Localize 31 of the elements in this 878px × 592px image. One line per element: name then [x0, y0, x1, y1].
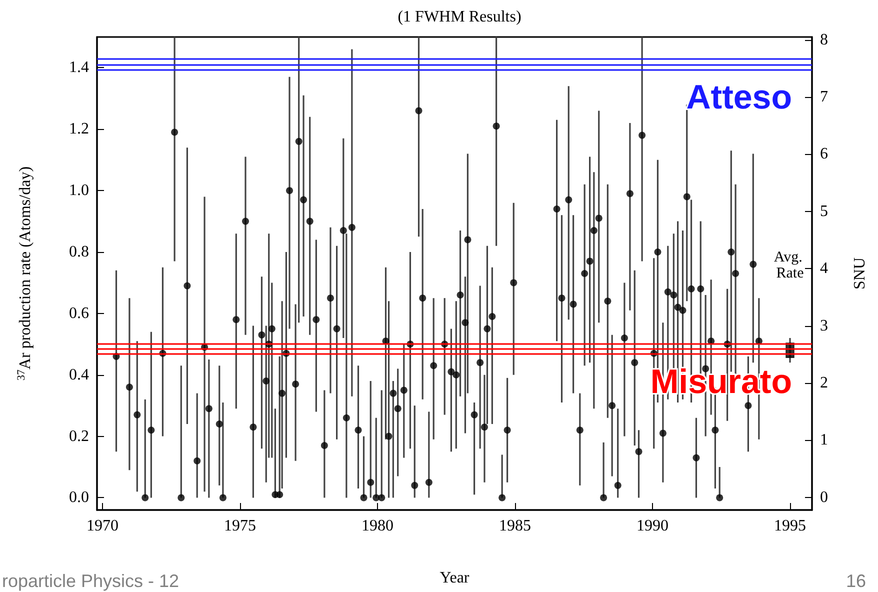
y2-tick-label: 5 [820, 202, 828, 220]
y-tick-label: 0.0 [69, 489, 89, 506]
y2-tick-label: 2 [820, 374, 828, 392]
annotation: Avg. Rate [774, 249, 806, 282]
y2-tick-label: 8 [820, 31, 828, 48]
y-tick-label: 0.4 [69, 366, 89, 384]
x-axis-title: Year [440, 570, 470, 586]
y-tick-label: 1.0 [69, 182, 89, 200]
y-tick-label: 0.6 [69, 304, 89, 322]
x-tick-label: 1990 [636, 518, 668, 534]
ref-line-label: Atteso [686, 78, 792, 117]
y2-tick-label: 1 [820, 432, 828, 449]
y-tick-label: 1.4 [69, 59, 89, 76]
chart-title: (1 FWHM Results) [398, 8, 522, 26]
x-tick-label: 1980 [362, 518, 394, 534]
y-tick-label: 0.8 [69, 244, 89, 260]
y2-axis-title: SNU [852, 257, 868, 290]
y-tick-label: 1.2 [69, 120, 89, 138]
y2-tick-label: 0 [820, 488, 828, 506]
x-tick-label: 1970 [86, 518, 118, 534]
text: roparticle Physics - 12 [2, 571, 180, 591]
y2-tick-label: 3 [820, 317, 828, 334]
y2-tick-label: 6 [820, 146, 828, 163]
x-tick-label: 1985 [499, 518, 531, 534]
x-tick-label: 1975 [224, 518, 256, 534]
x-tick-label: 1995 [774, 518, 806, 534]
text: 16 [846, 571, 866, 591]
y-axis-title: 37Ar production rate (Atoms/day) [16, 166, 34, 381]
y2-tick-label: 4 [820, 260, 828, 278]
y2-tick-label: 7 [820, 88, 828, 106]
y-tick-label: 0.2 [69, 428, 89, 445]
